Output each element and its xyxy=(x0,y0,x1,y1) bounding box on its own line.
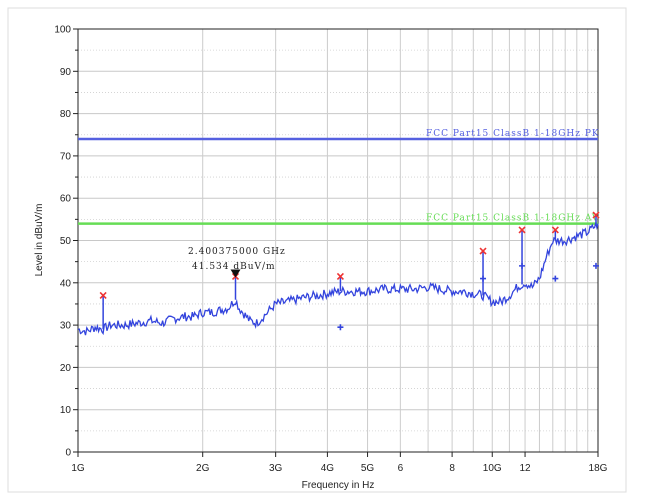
x-axis-label: Frequency in Hz xyxy=(302,480,375,491)
peak-marker xyxy=(479,247,487,255)
y-tick-label: 80 xyxy=(60,109,72,120)
x-tick-label: 4G xyxy=(321,463,335,474)
peak-marker xyxy=(336,272,344,281)
chart-frame xyxy=(7,7,627,493)
x-tick-label: 5G xyxy=(361,463,375,474)
limit-lines: FCC Part15 ClassB 1-18GHz PK FCC Part15 C… xyxy=(78,129,600,225)
marker-triangle xyxy=(230,269,241,278)
y-tick-label: 40 xyxy=(60,278,72,289)
average-marker xyxy=(480,275,487,282)
y-tick-label: 100 xyxy=(54,25,71,36)
average-marker xyxy=(337,324,344,331)
x-tick-label: 8 xyxy=(449,463,455,474)
y-tick-label: 10 xyxy=(60,405,72,416)
series-group xyxy=(77,222,599,336)
x-tick-label: 6 xyxy=(398,463,404,474)
x-tick-label: 2G xyxy=(196,463,210,474)
peak-marker xyxy=(551,226,559,234)
x-tick-label: 12 xyxy=(519,463,531,474)
limit-line-label: FCC Part15 ClassB 1-18GHz AV xyxy=(426,214,599,224)
average-markers xyxy=(337,262,599,331)
peak-marker xyxy=(99,291,107,300)
average-marker xyxy=(519,262,526,269)
x-tick-label: 18G xyxy=(589,463,608,474)
y-axis-label: Level in dBuV/m xyxy=(34,204,45,277)
average-marker xyxy=(552,275,559,282)
x-tick-label: 10G xyxy=(483,463,502,474)
y-tick-label: 0 xyxy=(65,448,71,459)
peak-markers xyxy=(99,211,600,330)
y-tick-label: 20 xyxy=(60,363,72,374)
x-axis-ticks: 1G 2G 3G 4G 5G 6 8 10G 12 18G xyxy=(71,452,608,474)
y-tick-label: 60 xyxy=(60,194,72,205)
peak-marker xyxy=(518,226,526,234)
average-marker xyxy=(592,262,599,269)
marker-frequency-label: 2.400375000 GHz xyxy=(188,247,286,257)
y-tick-label: 50 xyxy=(60,236,72,247)
x-tick-label: 3G xyxy=(269,463,283,474)
x-tick-label: 1G xyxy=(71,463,85,474)
limit-line-label: FCC Part15 ClassB 1-18GHz PK xyxy=(426,129,600,139)
frequency-marker: 2.400375000 GHz 41.534 dBuV/m xyxy=(188,247,286,278)
peak-marker xyxy=(592,211,600,219)
marker-level-label: 41.534 dBuV/m xyxy=(192,262,276,272)
y-tick-label: 30 xyxy=(60,321,72,332)
y-axis-ticks: 0 10 20 30 40 50 60 70 80 90 100 xyxy=(54,25,78,459)
y-tick-label: 70 xyxy=(60,151,72,162)
series-line xyxy=(77,222,599,336)
y-tick-label: 90 xyxy=(60,67,72,78)
